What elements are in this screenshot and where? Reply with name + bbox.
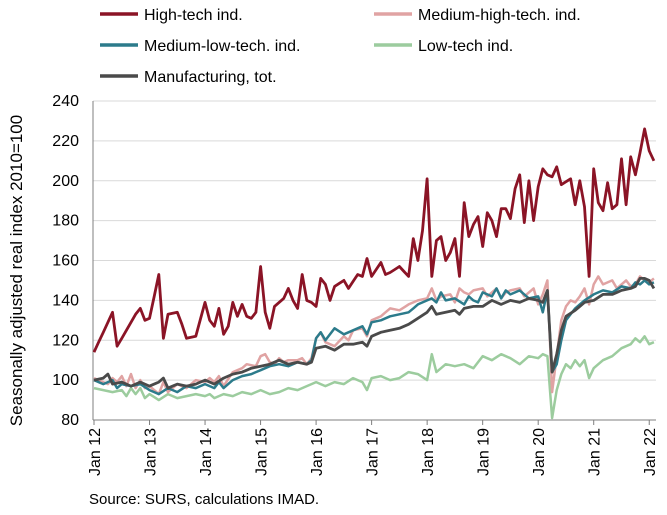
legend: High-tech ind. Medium-high-tech. ind. Medi…	[100, 7, 581, 86]
y-tick-label: 240	[52, 93, 79, 110]
x-tick-label: Jan 15	[254, 428, 271, 476]
x-tick-label: Jan 21	[587, 428, 604, 476]
series-group	[92, 127, 656, 420]
y-tick-label: 200	[52, 173, 79, 190]
y-tick-label: 80	[61, 412, 79, 429]
x-tick-label: Jan 12	[87, 428, 104, 476]
legend-label: Manufacturing, tot.	[144, 69, 277, 86]
series-line	[93, 277, 656, 390]
x-axis-ticks: Jan 12 Jan 13 Jan 14 Jan 15 Jan 16 Jan 17 Jan …	[87, 420, 659, 476]
y-tick-label: 220	[52, 133, 79, 150]
grid-lines	[93, 100, 656, 381]
y-axis-ticks: 80 100 120 140 160 180 200 220 240	[52, 93, 79, 429]
y-axis-label: Seasonally adjusted real index 2010=100	[7, 115, 26, 426]
series-line	[92, 127, 656, 353]
legend-label: High-tech ind.	[144, 7, 243, 24]
x-tick-label: Jan 13	[143, 428, 160, 476]
x-tick-label: Jan 18	[420, 428, 437, 476]
y-tick-label: 120	[52, 332, 79, 349]
x-tick-label: Jan 22	[642, 428, 659, 476]
series-line	[93, 335, 655, 420]
x-tick-label: Jan 17	[365, 428, 382, 476]
x-tick-label: Jan 16	[309, 428, 326, 476]
x-tick-label: Jan 20	[531, 428, 548, 476]
source-note: Source: SURS, calculations IMAD.	[89, 491, 319, 508]
x-tick-label: Jan 14	[198, 428, 215, 476]
legend-label: Medium-low-tech. ind.	[144, 38, 301, 55]
y-tick-label: 160	[52, 253, 79, 270]
y-tick-label: 180	[52, 213, 79, 230]
y-tick-label: 140	[52, 292, 79, 309]
x-tick-label: Jan 19	[476, 428, 493, 476]
legend-label: Low-tech ind.	[418, 38, 513, 55]
y-tick-label: 100	[52, 372, 79, 389]
legend-label: Medium-high-tech. ind.	[418, 7, 581, 24]
